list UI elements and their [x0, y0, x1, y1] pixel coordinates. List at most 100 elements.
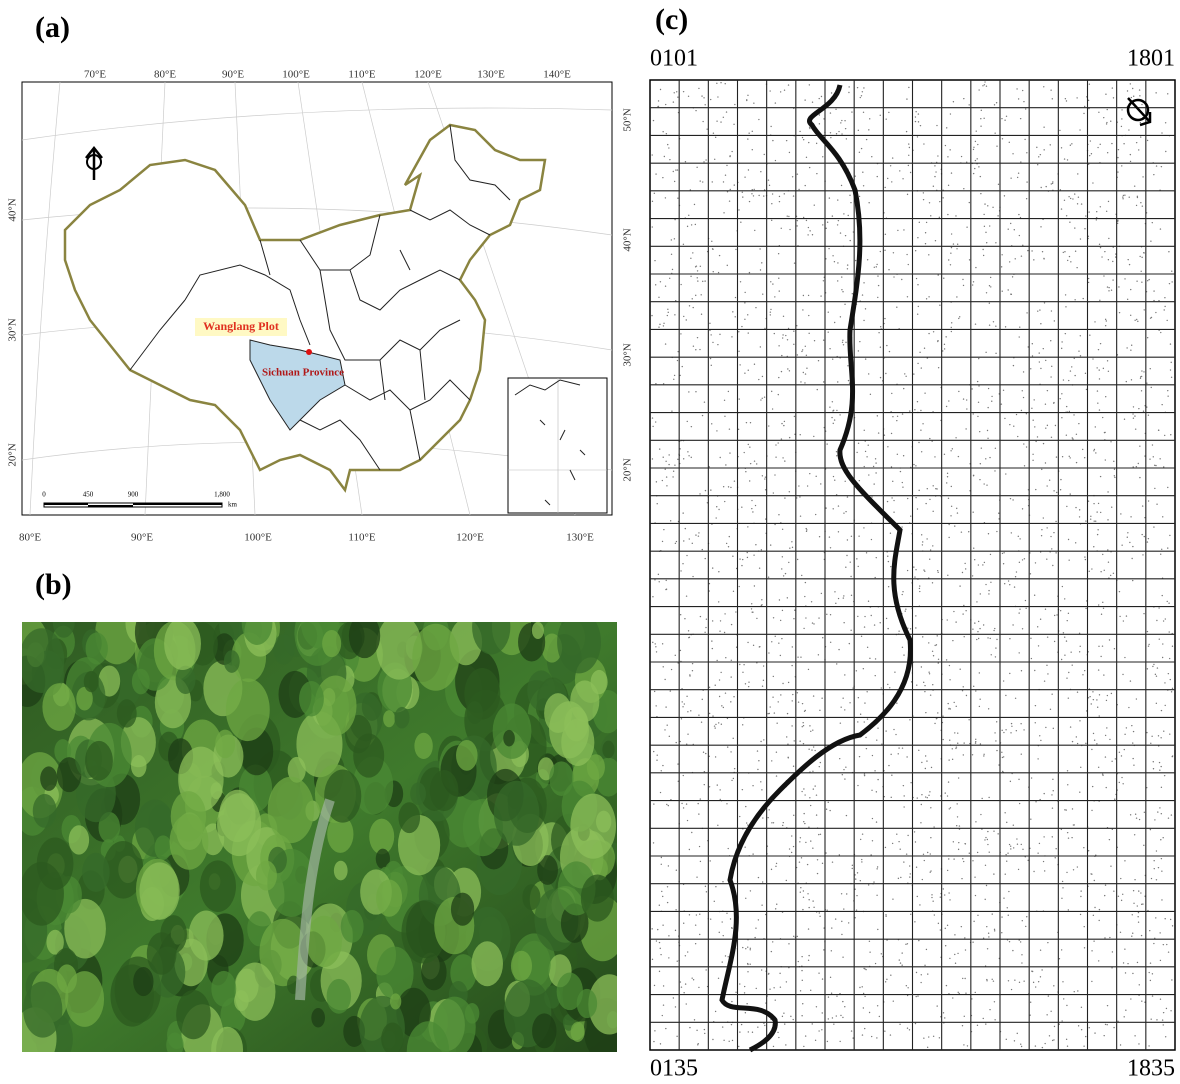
tree-point — [813, 746, 814, 747]
tree-point — [903, 455, 904, 456]
tree-point — [868, 601, 869, 602]
tree-point — [1042, 251, 1043, 252]
tree-point — [718, 978, 719, 979]
tree-point — [720, 672, 721, 673]
tree-point — [913, 373, 914, 374]
tree-point — [712, 620, 713, 621]
tree-point — [792, 176, 793, 177]
tree-point — [1146, 732, 1147, 733]
tree-point — [1105, 94, 1106, 95]
tree-point — [1088, 697, 1089, 698]
tree-point — [846, 138, 847, 139]
tree-point — [1142, 554, 1143, 555]
tree-point — [809, 167, 810, 168]
tree-point — [1046, 665, 1047, 666]
tree-point — [719, 789, 720, 790]
tree-point — [749, 480, 750, 481]
tree-point — [1019, 235, 1020, 236]
tree-point — [975, 739, 976, 740]
tree-point — [915, 627, 916, 628]
tree-point — [897, 230, 898, 231]
tree-point — [1007, 907, 1008, 908]
tree-point — [1039, 735, 1040, 736]
tree-point — [938, 923, 939, 924]
tree-point — [936, 488, 937, 489]
tree-point — [852, 865, 853, 866]
tree-point — [862, 91, 863, 92]
tree-point — [1031, 777, 1032, 778]
tree-point — [1088, 100, 1089, 101]
tree-point — [993, 980, 994, 981]
tree-point — [1072, 808, 1073, 809]
tree-point — [843, 597, 844, 598]
tree-point — [729, 536, 730, 537]
tree-point — [980, 743, 981, 744]
tree-point — [1064, 809, 1065, 810]
tree-point — [806, 355, 807, 356]
tree-point — [916, 278, 917, 279]
tree-point — [892, 843, 893, 844]
tree-point — [917, 314, 918, 315]
tree-point — [770, 126, 771, 127]
tree-point — [1040, 368, 1041, 369]
tree-point — [1092, 691, 1093, 692]
tree-point — [828, 1018, 829, 1019]
tree-point — [1064, 251, 1065, 252]
tree-point — [1134, 879, 1135, 880]
tree-point — [654, 691, 655, 692]
tree-point — [1080, 914, 1081, 915]
tree-point — [1041, 469, 1042, 470]
tree-point — [943, 1012, 944, 1013]
tree-crown — [494, 781, 540, 846]
tree-point — [938, 662, 939, 663]
tree-point — [754, 460, 755, 461]
tree-point — [837, 381, 838, 382]
tree-point — [851, 111, 852, 112]
tree-point — [746, 822, 747, 823]
tree-point — [701, 95, 702, 96]
tree-point — [829, 406, 830, 407]
tree-point — [1131, 936, 1132, 937]
tree-point — [956, 706, 957, 707]
tree-point — [808, 295, 809, 296]
tree-point — [864, 616, 865, 617]
tree-point — [817, 859, 818, 860]
tree-point — [865, 308, 866, 309]
tree-point — [930, 807, 931, 808]
tree-point — [939, 217, 940, 218]
tree-point — [1033, 871, 1034, 872]
tree-crown — [147, 932, 177, 975]
tree-point — [902, 482, 903, 483]
tree-point — [1067, 784, 1068, 785]
tree-point — [1079, 509, 1080, 510]
tree-point — [988, 936, 989, 937]
tree-point — [1094, 1032, 1095, 1033]
tree-point — [1149, 930, 1150, 931]
tree-point — [1171, 281, 1172, 282]
tree-point — [1020, 941, 1021, 942]
tree-point — [799, 131, 800, 132]
tree-point — [806, 157, 807, 158]
tree-point — [1171, 271, 1172, 272]
tree-point — [948, 759, 949, 760]
tree-point — [731, 1024, 732, 1025]
tree-point — [809, 127, 810, 128]
tree-point — [761, 549, 762, 550]
tree-point — [1012, 153, 1013, 154]
tree-point — [994, 132, 995, 133]
tree-point — [738, 351, 739, 352]
tree-point — [1006, 822, 1007, 823]
tree-point — [1167, 487, 1168, 488]
tree-point — [1089, 84, 1090, 85]
tree-point — [1164, 306, 1165, 307]
tree-point — [685, 955, 686, 956]
tree-point — [810, 840, 811, 841]
tree-point — [1051, 694, 1052, 695]
tree-point — [863, 320, 864, 321]
tree-point — [1006, 116, 1007, 117]
tree-point — [1085, 559, 1086, 560]
tree-point — [1004, 120, 1005, 121]
tree-point — [1099, 300, 1100, 301]
tree-point — [1089, 335, 1090, 336]
tree-point — [714, 727, 715, 728]
